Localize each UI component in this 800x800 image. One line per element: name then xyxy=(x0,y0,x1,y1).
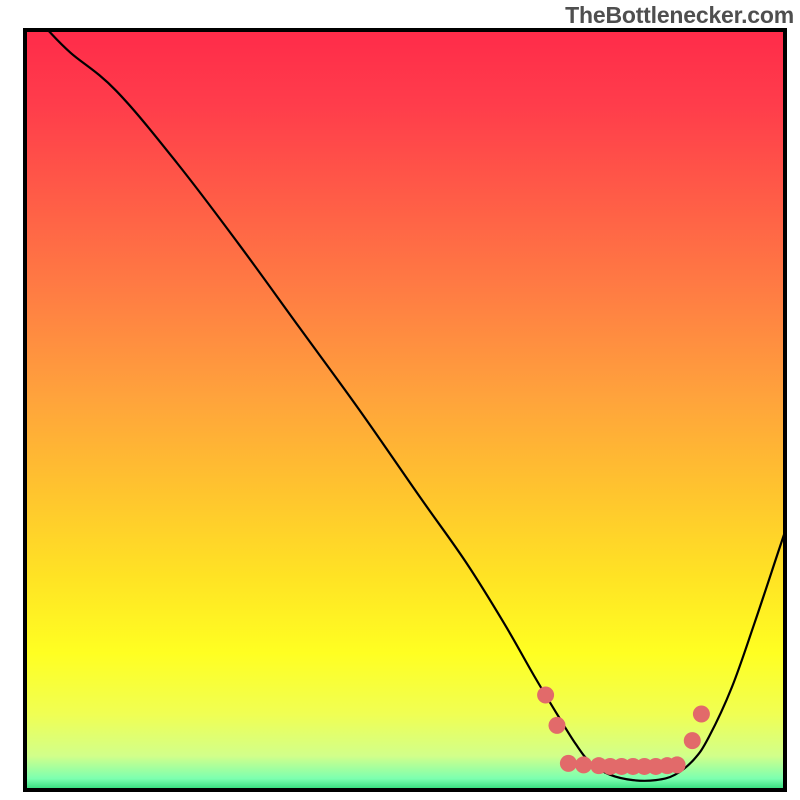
marker-dot xyxy=(575,756,592,773)
marker-dot xyxy=(693,706,710,723)
marker-dot xyxy=(549,717,566,734)
chart-svg xyxy=(0,0,800,800)
bottleneck-chart: TheBottlenecker.com xyxy=(0,0,800,800)
marker-dot xyxy=(560,755,577,772)
marker-dot xyxy=(669,756,686,773)
marker-dot xyxy=(537,687,554,704)
marker-dot xyxy=(684,732,701,749)
gradient-background xyxy=(25,30,785,790)
